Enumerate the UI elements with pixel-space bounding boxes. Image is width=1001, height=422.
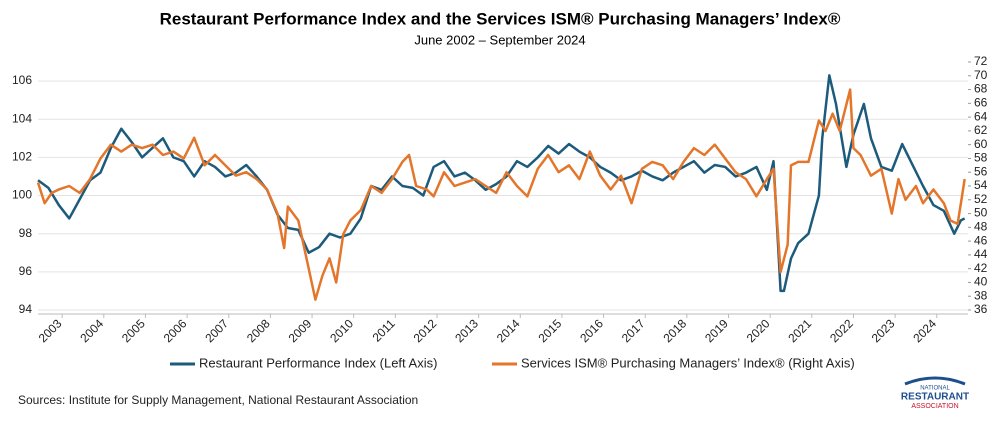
y2-tick-label: 38 xyxy=(974,288,988,302)
legend-label: Restaurant Performance Index (Left Axis) xyxy=(199,355,437,370)
logo: NATIONAL RESTAURANT ASSOCIATION xyxy=(901,376,969,410)
y2-tick-label: 50 xyxy=(974,206,988,220)
x-tick-label: 2003 xyxy=(36,316,65,345)
chart-subtitle: June 2002 – September 2024 xyxy=(414,32,585,47)
y2-tick-label: 62 xyxy=(974,123,988,137)
y2-tick-label: 46 xyxy=(974,233,988,247)
x-tick-label: 2017 xyxy=(619,316,648,345)
x-tick-label: 2014 xyxy=(494,316,523,345)
x-tick-label: 2021 xyxy=(785,316,814,345)
y-tick-label: 106 xyxy=(12,73,32,87)
y-tick-label: 98 xyxy=(19,226,33,240)
x-tick-label: 2011 xyxy=(370,316,398,344)
x-tick-label: 2023 xyxy=(869,316,898,345)
y2-tick-label: 36 xyxy=(974,302,988,316)
x-tick-label: 2020 xyxy=(744,316,773,345)
series-line xyxy=(37,74,966,293)
x-tick-label: 2005 xyxy=(119,316,148,345)
y2-tick-label: 60 xyxy=(974,137,988,151)
y2-tick-label: 68 xyxy=(974,82,988,96)
logo-swoosh xyxy=(904,376,966,386)
x-tick-label: 2012 xyxy=(411,316,440,345)
y2-tick-label: 56 xyxy=(974,164,988,178)
x-tick-label: 2009 xyxy=(286,316,315,345)
x-tick-label: 2008 xyxy=(244,316,273,345)
x-tick-label: 2007 xyxy=(202,316,231,345)
x-tick-label: 2004 xyxy=(77,316,106,345)
y2-tick-label: 64 xyxy=(974,109,988,123)
logo-text: NATIONAL xyxy=(920,386,950,392)
x-tick-label: 2024 xyxy=(910,316,939,345)
x-tick-label: 2006 xyxy=(161,316,190,345)
x-tick-label: 2022 xyxy=(827,316,856,345)
x-tick-label: 2016 xyxy=(577,316,606,345)
y-tick-label: 94 xyxy=(19,302,33,316)
y-tick-label: 102 xyxy=(12,150,32,164)
series-line xyxy=(36,88,966,301)
x-tick-label: 2018 xyxy=(660,316,689,345)
y-tick-label: 100 xyxy=(12,188,32,202)
y2-tick-label: 66 xyxy=(974,96,988,110)
y2-tick-label: 40 xyxy=(974,275,988,289)
x-tick-label: 2019 xyxy=(702,316,731,345)
x-tick-label: 2015 xyxy=(536,316,565,345)
y2-tick-label: 54 xyxy=(974,178,988,192)
y2-tick-label: 48 xyxy=(974,220,988,234)
y2-tick-label: 44 xyxy=(974,247,988,261)
x-tick-label: 2013 xyxy=(452,316,481,345)
y2-tick-label: 58 xyxy=(974,151,988,165)
y2-tick-label: 70 xyxy=(974,68,988,82)
y-tick-label: 104 xyxy=(12,111,32,125)
y2-tick-label: 72 xyxy=(974,54,988,68)
source-note: Sources: Institute for Supply Management… xyxy=(18,393,418,407)
y-tick-label: 96 xyxy=(19,264,33,278)
logo-text: RESTAURANT xyxy=(901,392,969,403)
y2-tick-label: 52 xyxy=(974,192,988,206)
legend-label: Services ISM® Purchasing Managers’ Index… xyxy=(521,355,855,370)
y2-tick-label: 42 xyxy=(974,261,988,275)
chart-title: Restaurant Performance Index and the Ser… xyxy=(160,9,841,28)
logo-text: ASSOCIATION xyxy=(911,403,958,410)
x-tick-label: 2010 xyxy=(327,316,356,345)
